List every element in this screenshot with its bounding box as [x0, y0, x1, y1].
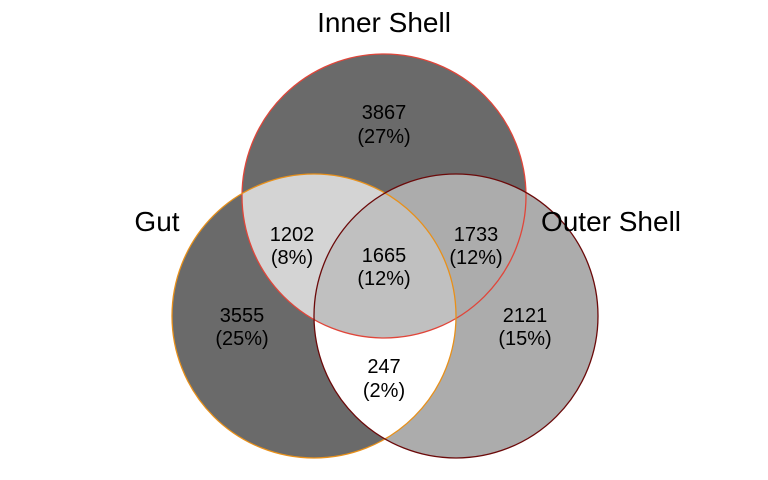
- region-percent-inner-outer: (12%): [449, 247, 502, 269]
- region-count-all-three: 1665: [362, 245, 407, 267]
- region-count-outer-only: 2121: [503, 305, 548, 327]
- region-percent-gut-outer: (2%): [363, 380, 405, 402]
- region-percent-inner-gut: (8%): [271, 247, 313, 269]
- region-count-inner-only: 3867: [362, 102, 407, 124]
- region-percent-gut-only: (25%): [215, 328, 268, 350]
- region-count-inner-outer: 1733: [454, 224, 499, 246]
- region-percent-inner-only: (27%): [357, 126, 410, 148]
- set-outline-outer-shell: [313, 173, 599, 459]
- set-outline-inner-shell: [241, 53, 527, 339]
- set-label-gut: Gut: [134, 206, 179, 237]
- region-count-gut-only: 3555: [220, 305, 265, 327]
- set-label-inner-shell: Inner Shell: [317, 7, 451, 38]
- region-fill-all-three: [314, 174, 456, 338]
- set-label-outer-shell: Outer Shell: [541, 206, 681, 237]
- region-percent-all-three: (12%): [357, 268, 410, 290]
- region-count-inner-gut: 1202: [270, 224, 315, 246]
- region-count-gut-outer: 247: [367, 356, 400, 378]
- region-percent-outer-only: (15%): [498, 328, 551, 350]
- set-outline-gut: [171, 173, 457, 459]
